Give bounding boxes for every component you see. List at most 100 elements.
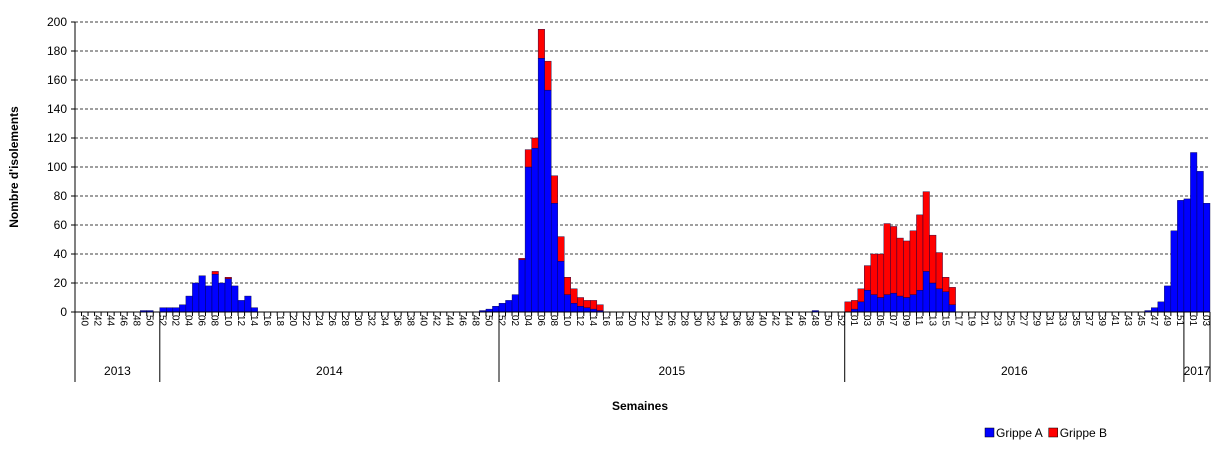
x-tick-label: 44 bbox=[444, 315, 455, 327]
bar bbox=[577, 306, 584, 313]
x-tick-label: 34 bbox=[378, 315, 389, 327]
x-tick-label: 52 bbox=[496, 315, 507, 327]
x-tick-label: 03 bbox=[1200, 315, 1211, 327]
x-tick-label: 14 bbox=[587, 315, 598, 327]
x-tick-label: 37 bbox=[1083, 315, 1094, 327]
bar bbox=[922, 191, 930, 272]
x-tick-label: 47 bbox=[1148, 315, 1159, 327]
bar bbox=[179, 304, 187, 313]
bar bbox=[518, 258, 526, 261]
bar bbox=[1190, 152, 1198, 313]
bar bbox=[570, 288, 578, 304]
y-tick-label: 180 bbox=[47, 44, 67, 58]
x-tick-label: 27 bbox=[1018, 315, 1029, 327]
x-tick-label: 06 bbox=[535, 315, 546, 327]
x-tick-label: 32 bbox=[365, 315, 376, 327]
x-tick-label: 43 bbox=[1122, 315, 1133, 327]
bar bbox=[583, 300, 591, 308]
bar bbox=[877, 297, 885, 313]
bar bbox=[890, 226, 898, 294]
y-tick-label: 80 bbox=[54, 189, 68, 203]
x-tick-label: 08 bbox=[209, 315, 220, 327]
bar bbox=[172, 307, 180, 313]
x-tick-label: 14 bbox=[248, 315, 259, 327]
x-tick-label: 44 bbox=[783, 315, 794, 327]
bar bbox=[596, 304, 604, 311]
x-tick-label: 04 bbox=[183, 315, 194, 327]
bar bbox=[942, 291, 950, 313]
bar bbox=[903, 240, 911, 298]
x-tick-label: 07 bbox=[887, 315, 898, 327]
x-tick-label: 09 bbox=[900, 315, 911, 327]
bar bbox=[1170, 230, 1178, 313]
bar bbox=[198, 275, 206, 313]
bar bbox=[537, 29, 545, 59]
x-tick-label: 50 bbox=[483, 315, 494, 327]
x-tick-label: 29 bbox=[1031, 315, 1042, 327]
x-tick-label: 18 bbox=[274, 315, 285, 327]
x-tick-label: 20 bbox=[626, 315, 637, 327]
x-tick-label: 48 bbox=[470, 315, 481, 327]
x-tick-label: 25 bbox=[1005, 315, 1016, 327]
bar bbox=[550, 203, 558, 313]
x-tick-label: 18 bbox=[613, 315, 624, 327]
y-tick-label: 120 bbox=[47, 131, 67, 145]
bar bbox=[511, 294, 519, 313]
bar bbox=[1203, 203, 1211, 313]
bar bbox=[896, 237, 904, 297]
bar bbox=[864, 290, 872, 313]
bar bbox=[570, 303, 578, 313]
x-tick-label: 49 bbox=[1161, 315, 1172, 327]
bar bbox=[577, 297, 584, 307]
x-tick-label: 44 bbox=[104, 315, 115, 327]
bar bbox=[224, 277, 232, 279]
bar bbox=[544, 60, 552, 91]
x-tick-label: 42 bbox=[91, 315, 102, 327]
bar bbox=[205, 285, 213, 313]
bar bbox=[505, 300, 513, 313]
bar bbox=[550, 175, 558, 204]
bar bbox=[524, 166, 532, 313]
x-tick-label: 52 bbox=[157, 315, 168, 327]
bar bbox=[1151, 307, 1159, 313]
bar bbox=[557, 236, 565, 262]
bar bbox=[1177, 200, 1185, 313]
bar bbox=[877, 253, 885, 298]
x-tick-label: 11 bbox=[913, 315, 924, 326]
year-label: 2016 bbox=[1001, 364, 1028, 378]
bar bbox=[909, 294, 917, 313]
x-tick-label: 40 bbox=[757, 315, 768, 327]
bar bbox=[537, 58, 545, 313]
year-label: 2017 bbox=[1184, 364, 1211, 378]
bar bbox=[935, 252, 943, 290]
bar bbox=[857, 301, 865, 313]
bar bbox=[224, 278, 232, 313]
x-tick-label: 26 bbox=[665, 315, 676, 327]
bar bbox=[583, 307, 591, 313]
bar bbox=[903, 297, 911, 313]
x-tick-label: 22 bbox=[639, 315, 650, 327]
year-label: 2015 bbox=[659, 364, 686, 378]
bar bbox=[916, 290, 924, 313]
y-tick-label: 100 bbox=[47, 160, 67, 174]
x-tick-label: 19 bbox=[965, 315, 976, 327]
x-tick-label: 45 bbox=[1135, 315, 1146, 327]
x-tick-label: 01 bbox=[848, 315, 859, 327]
y-tick-label: 40 bbox=[54, 247, 68, 261]
year-label: 2013 bbox=[104, 364, 131, 378]
bar bbox=[192, 282, 200, 313]
bar bbox=[244, 295, 252, 313]
x-tick-label: 24 bbox=[313, 315, 324, 327]
x-tick-label: 39 bbox=[1096, 315, 1107, 327]
bar bbox=[531, 147, 539, 313]
x-tick-label: 04 bbox=[522, 315, 533, 327]
x-tick-label: 24 bbox=[652, 315, 663, 327]
y-tick-label: 200 bbox=[47, 15, 67, 29]
bar bbox=[590, 300, 598, 310]
x-tick-label: 50 bbox=[822, 315, 833, 327]
bar bbox=[211, 274, 219, 313]
x-tick-label: 36 bbox=[391, 315, 402, 327]
bar bbox=[218, 282, 226, 313]
bar bbox=[890, 292, 898, 313]
